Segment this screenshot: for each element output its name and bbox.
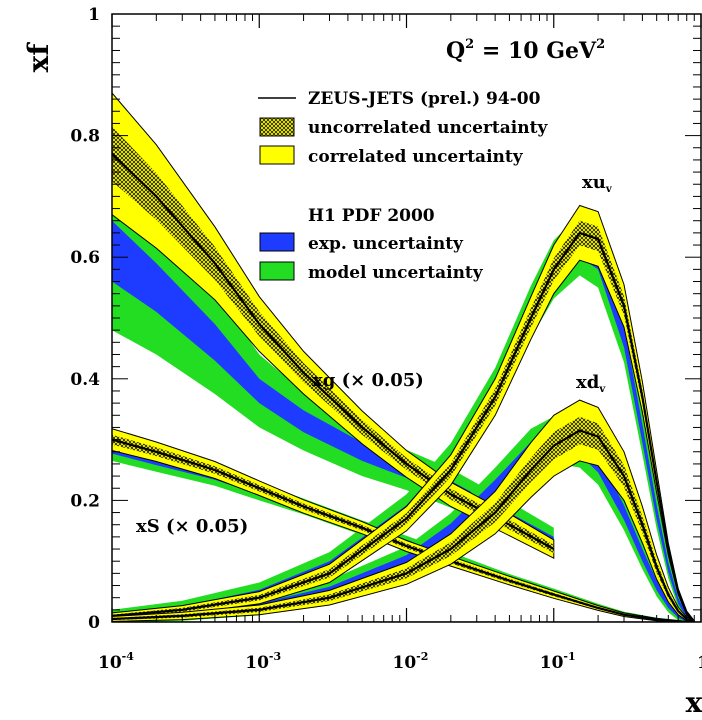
label-xdv-sub: v	[598, 384, 606, 395]
x-tick-label: 1	[697, 653, 702, 673]
label-xg: xg (× 0.05)	[312, 370, 424, 391]
uncertainty-bands	[112, 92, 701, 622]
legend-correlated-label: correlated uncertainty	[308, 147, 524, 167]
legend-uncorrelated-label: uncorrelated uncertainty	[308, 118, 548, 138]
q2-exp1: 2	[465, 37, 474, 52]
legend-correlated-swatch	[259, 145, 295, 165]
x-tick-label-exp: -3	[269, 650, 281, 663]
x-tick-label: 10-1	[540, 650, 576, 673]
q2-mid: = 10 GeV	[474, 38, 597, 64]
x-tick-label: 10-2	[393, 650, 429, 673]
x-tick-label-base: 1	[697, 653, 702, 673]
curve-xuv-zeus	[112, 231, 696, 622]
x-tick-label-base: 10	[98, 653, 122, 673]
q2-annotation: Q2 = 10 GeV2	[446, 37, 605, 64]
y-tick-label: 0.6	[70, 248, 100, 268]
legend-exp-swatch	[259, 232, 295, 252]
y-tick-label: 0.2	[70, 491, 100, 511]
x-tick-label-exp: -2	[416, 650, 428, 663]
band-xuv-zeus-correlated	[112, 204, 695, 622]
x-axis-label: x	[686, 686, 702, 719]
x-tick-label: 10-4	[98, 650, 134, 673]
y-tick-label: 0.4	[70, 370, 100, 390]
label-xuv-sub: v	[605, 184, 613, 195]
legend-uncorrelated-swatch	[259, 117, 295, 137]
y-tick-label: 0.8	[70, 127, 100, 147]
x-tick-label: 10-3	[245, 650, 281, 673]
band-xS-zeus-correlated	[112, 428, 688, 622]
legend-model-swatch	[259, 261, 295, 281]
label-xdv-base: xd	[576, 372, 600, 393]
y-axis-label: xf	[22, 42, 55, 73]
label-xdv: xdv	[576, 372, 606, 395]
x-tick-label-base: 10	[245, 653, 269, 673]
curve-xdv-zeus	[112, 429, 695, 622]
legend-model-label: model uncertainty	[308, 263, 484, 283]
x-tick-label-base: 10	[393, 653, 417, 673]
x-tick-label-exp: -1	[563, 650, 575, 663]
y-tick-label: 0	[88, 613, 100, 633]
y-tick-label: 1	[88, 5, 100, 25]
x-tick-label-exp: -4	[122, 650, 135, 663]
band-xg-zeus-correlated	[112, 92, 555, 560]
label-xS: xS (× 0.05)	[136, 516, 248, 537]
legend: ZEUS-JETS (prel.) 94-00 uncorrelated unc…	[258, 89, 548, 283]
x-tick-label-base: 10	[540, 653, 564, 673]
axis-tick-labels: 10-410-310-210-1100.20.40.60.81	[70, 5, 702, 673]
legend-exp-label: exp. uncertainty	[308, 234, 464, 254]
q2-base: Q	[446, 38, 465, 64]
q2-exp2: 2	[596, 37, 605, 52]
axis-ticks	[111, 13, 702, 623]
band-xS-zeus-uncorrelated	[112, 434, 687, 622]
label-xuv-base: xu	[582, 172, 606, 193]
legend-h1-title: H1 PDF 2000	[308, 206, 435, 226]
legend-zeus-title: ZEUS-JETS (prel.) 94-00	[308, 89, 541, 109]
label-xuv: xuv	[582, 172, 613, 195]
